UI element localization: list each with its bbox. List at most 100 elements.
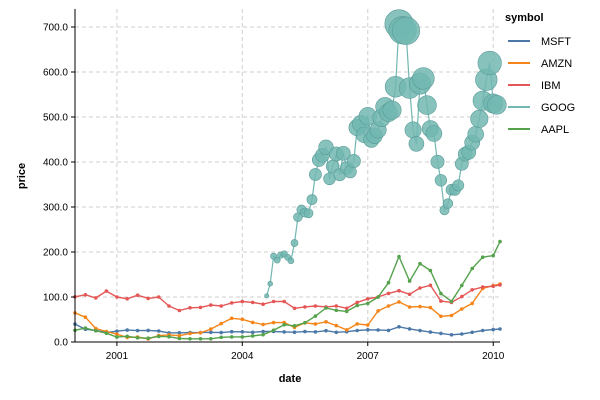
data-point-ibm [188,306,192,310]
y-tick-label: 400.0 [43,158,68,169]
data-point-aapl [219,335,223,340]
data-point-goog [290,239,299,247]
data-point-goog [306,194,318,205]
data-point-ibm [229,301,234,305]
data-point-ibm [83,293,88,297]
data-point-ibm [498,283,502,287]
data-point-aapl [428,268,433,273]
data-point-goog [303,208,314,219]
data-point-amzn [386,304,391,308]
data-point-aapl [334,308,339,313]
data-point-msft [366,328,370,332]
data-point-aapl [470,266,475,271]
data-point-aapl [418,261,422,266]
data-point-amzn [334,323,339,328]
data-point-amzn [449,313,454,318]
data-point-ibm [146,296,150,301]
data-point-amzn [198,331,203,335]
y-axis-ticks: 0.0 100.0 200.0 300.0 400.0 500.0 600.0 700.0 [43,23,75,349]
y-tick-label: 600.0 [43,68,68,79]
data-point-msft [428,330,433,334]
data-point-aapl [292,324,297,328]
data-point-aapl [397,254,401,259]
gridlines [75,9,500,343]
data-point-ibm [480,285,485,289]
data-point-aapl [115,335,119,339]
data-point-msft [156,329,161,333]
data-point-goog [452,179,465,192]
legend-label-ibm: IBM [541,80,561,92]
data-point-msft [491,327,496,332]
data-point-aapl [250,334,255,338]
data-point-amzn [250,320,255,325]
data-point-msft [376,328,380,332]
data-point-msft [397,325,401,329]
data-point-ibm [198,305,203,310]
data-point-msft [229,329,234,334]
data-point-amzn [177,333,182,338]
x-tick-label: 2001 [106,351,129,362]
data-point-aapl [177,336,182,341]
data-point-amzn [240,317,245,322]
data-point-msft [115,329,119,334]
legend-label-msft: MSFT [541,36,571,48]
data-point-aapl [480,255,485,259]
data-point-aapl [282,322,287,327]
data-point-goog [264,293,270,299]
data-point-ibm [303,305,307,309]
data-point-msft [135,328,140,333]
data-point-ibm [355,300,360,305]
data-point-ibm [344,306,349,311]
data-point-goog [434,174,448,187]
data-point-amzn [261,322,265,327]
y-tick-label: 200.0 [43,248,68,259]
data-point-ibm [271,299,276,304]
data-point-ibm [104,289,109,293]
data-point-msft [386,328,391,333]
data-point-ibm [491,284,496,289]
data-point-aapl [366,301,370,306]
data-point-msft [146,328,150,333]
data-point-msft [407,327,412,331]
data-point-msft [292,330,297,335]
data-point-ibm [418,286,422,290]
data-point-aapl [324,306,328,310]
data-point-ibm [250,300,255,305]
data-point-amzn [83,315,88,320]
y-tick-label: 300.0 [43,203,68,214]
data-point-msft [470,330,475,335]
x-tick-label: 2007 [357,351,380,362]
data-point-msft [313,330,318,334]
data-point-msft [480,328,485,333]
data-point-ibm [470,288,475,292]
data-point-msft [209,330,213,335]
data-point-amzn [219,321,223,326]
data-point-ibm [177,308,182,313]
data-point-amzn [460,307,464,311]
data-point-aapl [261,332,265,337]
data-point-aapl [135,336,140,340]
data-point-aapl [167,334,171,339]
data-point-goog [425,125,443,142]
data-point-goog [346,154,361,169]
data-point-aapl [498,239,502,244]
data-point-goog [408,136,425,152]
data-point-ibm [292,306,297,311]
data-point-msft [439,331,443,336]
data-point-aapl [229,335,234,339]
data-point-ibm [407,292,412,297]
data-point-ibm [313,304,318,308]
data-point-aapl [439,291,443,296]
data-point-msft [282,330,287,334]
data-point-amzn [366,323,370,327]
data-point-ibm [209,303,213,307]
data-point-goog [430,154,445,169]
data-point-msft [355,328,360,333]
x-tick-label: 2004 [231,351,254,362]
data-point-goog [267,280,273,287]
data-point-ibm [135,293,140,298]
data-point-aapl [491,253,496,258]
data-point-amzn [188,331,192,336]
data-point-aapl [303,321,307,325]
data-point-aapl [240,335,245,339]
